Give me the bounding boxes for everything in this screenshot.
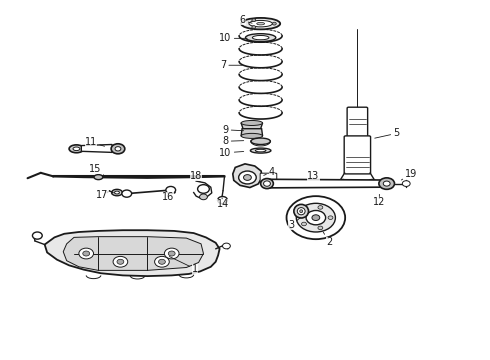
Circle shape xyxy=(301,222,306,226)
Ellipse shape xyxy=(241,18,280,30)
Circle shape xyxy=(318,226,323,230)
Text: 3: 3 xyxy=(288,217,300,230)
Ellipse shape xyxy=(255,149,266,152)
Circle shape xyxy=(199,194,207,200)
Text: 14: 14 xyxy=(217,198,229,210)
Ellipse shape xyxy=(257,22,265,25)
Circle shape xyxy=(287,196,345,239)
Ellipse shape xyxy=(251,138,270,144)
Ellipse shape xyxy=(261,179,273,189)
Text: 9: 9 xyxy=(222,125,244,135)
Text: 6: 6 xyxy=(240,15,252,26)
Circle shape xyxy=(318,206,323,209)
Circle shape xyxy=(168,251,175,256)
Ellipse shape xyxy=(245,34,276,41)
Circle shape xyxy=(155,256,169,267)
Circle shape xyxy=(197,185,209,193)
Text: 2: 2 xyxy=(323,232,332,247)
Circle shape xyxy=(166,186,175,194)
Circle shape xyxy=(383,181,390,186)
Ellipse shape xyxy=(94,175,103,180)
Text: 10: 10 xyxy=(220,148,244,158)
Circle shape xyxy=(379,178,394,189)
Ellipse shape xyxy=(250,148,271,153)
Text: 5: 5 xyxy=(375,129,399,138)
Polygon shape xyxy=(267,179,382,188)
Circle shape xyxy=(111,144,125,154)
Circle shape xyxy=(328,216,333,220)
Circle shape xyxy=(296,203,335,232)
Text: 1: 1 xyxy=(170,257,198,274)
Circle shape xyxy=(79,248,94,259)
Ellipse shape xyxy=(69,145,84,153)
Text: 12: 12 xyxy=(373,194,386,207)
Polygon shape xyxy=(81,144,112,152)
Ellipse shape xyxy=(294,204,309,218)
Circle shape xyxy=(252,19,256,22)
Polygon shape xyxy=(233,164,262,188)
FancyBboxPatch shape xyxy=(260,173,277,182)
Ellipse shape xyxy=(108,146,119,152)
Polygon shape xyxy=(241,123,263,129)
Text: 16: 16 xyxy=(162,192,175,202)
Circle shape xyxy=(83,251,90,256)
Circle shape xyxy=(402,181,410,186)
Circle shape xyxy=(244,175,251,180)
Ellipse shape xyxy=(73,147,80,150)
Ellipse shape xyxy=(111,148,116,150)
Circle shape xyxy=(301,210,306,213)
Ellipse shape xyxy=(241,121,263,126)
Circle shape xyxy=(312,215,320,221)
Ellipse shape xyxy=(297,208,305,215)
Text: 7: 7 xyxy=(220,60,242,70)
Ellipse shape xyxy=(249,21,272,27)
Circle shape xyxy=(122,190,132,197)
Circle shape xyxy=(252,26,256,28)
Text: 18: 18 xyxy=(190,171,202,182)
Circle shape xyxy=(115,147,121,151)
Text: 17: 17 xyxy=(96,190,111,200)
FancyBboxPatch shape xyxy=(347,107,368,138)
Polygon shape xyxy=(241,129,263,136)
Text: 8: 8 xyxy=(222,136,244,146)
Text: 13: 13 xyxy=(307,171,319,181)
Circle shape xyxy=(338,179,347,186)
Circle shape xyxy=(113,256,128,267)
Polygon shape xyxy=(45,230,220,276)
Circle shape xyxy=(159,259,165,264)
Circle shape xyxy=(239,171,256,184)
Ellipse shape xyxy=(264,181,270,186)
Ellipse shape xyxy=(241,134,263,138)
Text: 19: 19 xyxy=(401,168,417,180)
Circle shape xyxy=(218,197,227,204)
Circle shape xyxy=(164,248,179,259)
Circle shape xyxy=(117,259,124,264)
Text: 15: 15 xyxy=(89,163,103,175)
Ellipse shape xyxy=(300,210,303,213)
Ellipse shape xyxy=(112,189,122,196)
FancyBboxPatch shape xyxy=(344,136,370,174)
Polygon shape xyxy=(63,237,203,270)
Circle shape xyxy=(367,179,377,186)
Text: 11: 11 xyxy=(85,138,104,147)
Circle shape xyxy=(222,243,230,249)
Circle shape xyxy=(32,232,42,239)
Circle shape xyxy=(272,22,276,25)
Text: 10: 10 xyxy=(220,33,247,43)
Text: 4: 4 xyxy=(264,167,275,177)
Ellipse shape xyxy=(115,191,120,194)
Ellipse shape xyxy=(252,36,269,40)
Circle shape xyxy=(306,211,326,225)
